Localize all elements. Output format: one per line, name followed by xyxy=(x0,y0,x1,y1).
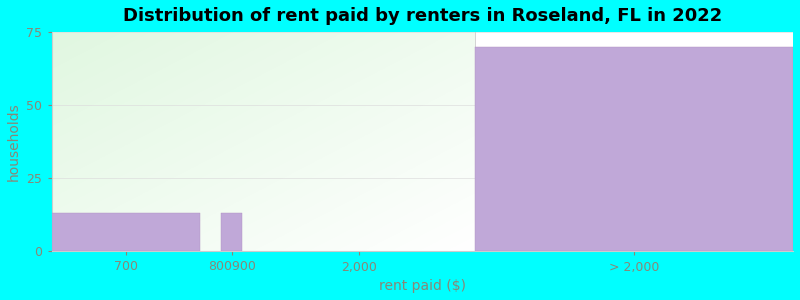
Bar xyxy=(51,213,200,251)
Title: Distribution of rent paid by renters in Roseland, FL in 2022: Distribution of rent paid by renters in … xyxy=(122,7,722,25)
Bar xyxy=(475,32,793,47)
Bar xyxy=(475,47,793,251)
X-axis label: rent paid ($): rent paid ($) xyxy=(378,279,466,293)
Bar xyxy=(221,213,242,251)
Y-axis label: households: households xyxy=(7,102,21,181)
